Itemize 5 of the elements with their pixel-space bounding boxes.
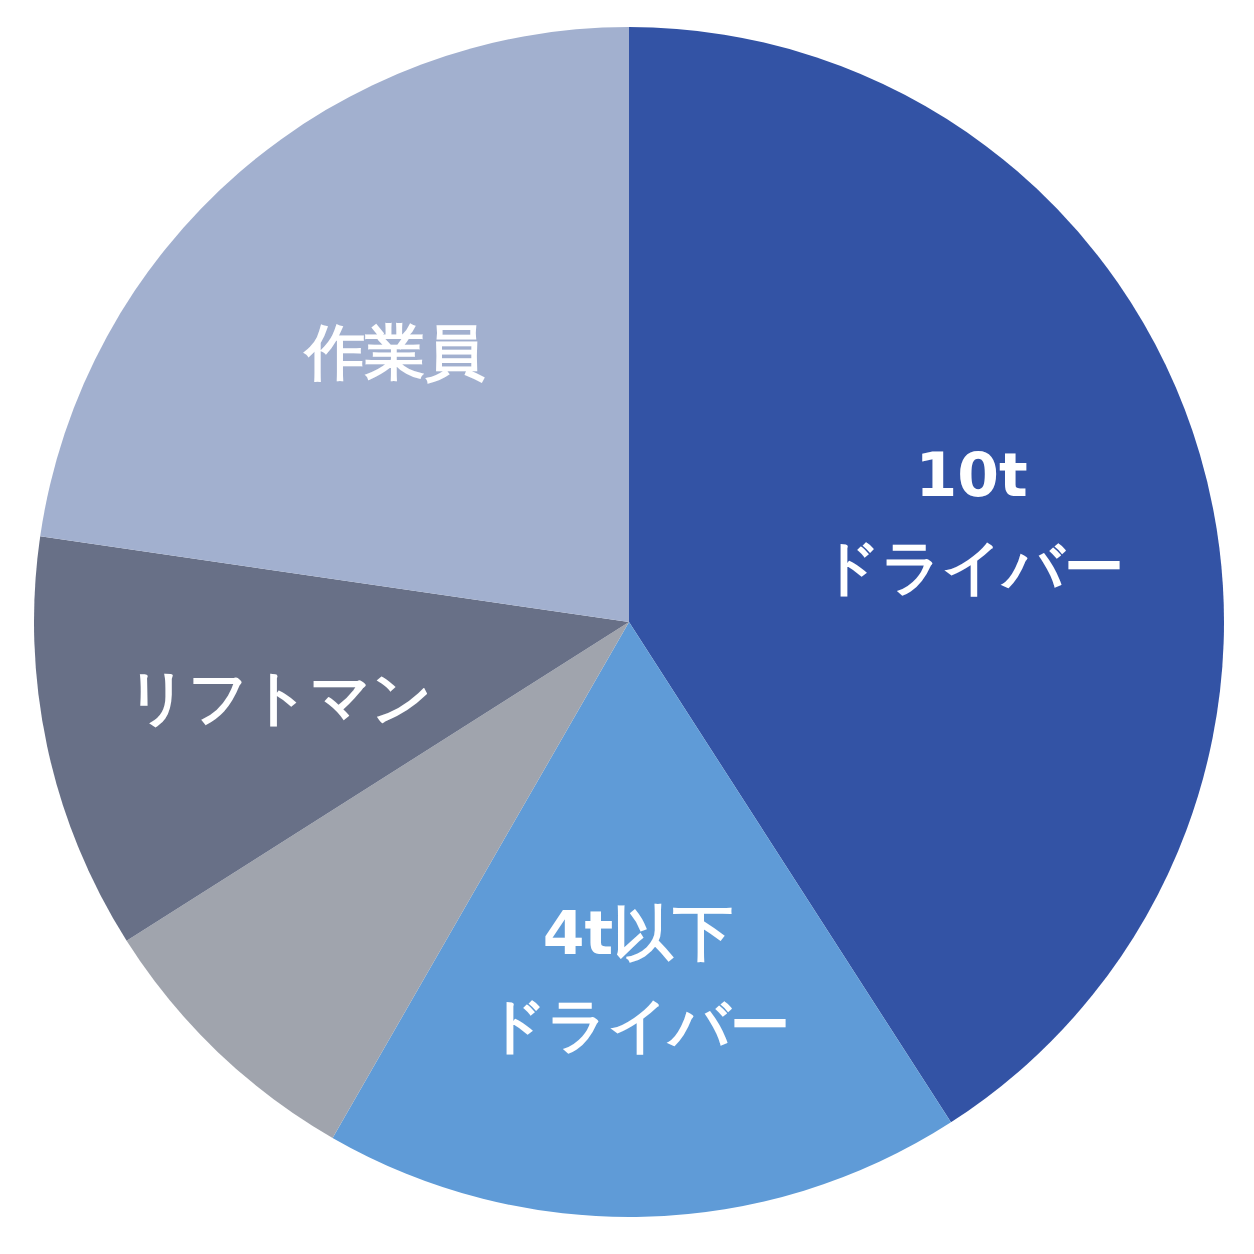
slice-label: 10tドライバー xyxy=(819,440,1124,603)
slice-label: 4t以下ドライバー xyxy=(485,897,790,1060)
pie-slice xyxy=(40,27,629,622)
slice-label: リフトマン xyxy=(127,661,433,732)
slice-label: 作業員 xyxy=(303,317,486,387)
